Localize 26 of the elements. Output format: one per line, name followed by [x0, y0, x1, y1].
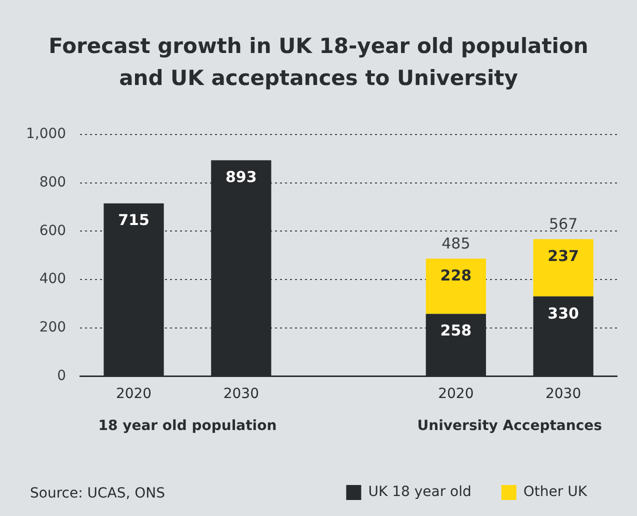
legend-label: UK 18 year old: [368, 484, 472, 500]
data-label: 258: [440, 322, 472, 340]
x-tick-label: 2020: [116, 386, 152, 402]
data-label: 715: [118, 211, 150, 230]
bar: [426, 258, 486, 314]
y-tick-label: 200: [39, 319, 66, 336]
y-tick-label: 0: [57, 368, 66, 384]
x-tick-label: 2020: [438, 386, 474, 402]
x-tick-label: 2030: [223, 386, 259, 402]
x-tick-label: 2030: [545, 386, 582, 402]
total-label: 567: [548, 214, 578, 233]
text: University Acceptances: [417, 418, 602, 434]
data-label: 237: [548, 246, 579, 265]
chart-title: Forecast growth in UK 18-year old population and UK acceptances to University: [48, 33, 590, 92]
y-tick-label: 800: [39, 174, 66, 190]
y-tick-label: 1,000: [26, 126, 66, 142]
data-label: 228: [440, 266, 472, 285]
y-tick-label: 600: [39, 222, 66, 239]
source-note: Source: UCAS, ONS: [30, 486, 166, 502]
legend-label: Other UK: [523, 484, 588, 500]
total-label: 485: [442, 234, 470, 253]
bar: [533, 239, 594, 296]
data-label: 893: [226, 168, 257, 186]
text: 18 year old population: [98, 418, 277, 434]
data-label: 330: [548, 304, 579, 322]
y-tick-label: 400: [39, 271, 66, 288]
